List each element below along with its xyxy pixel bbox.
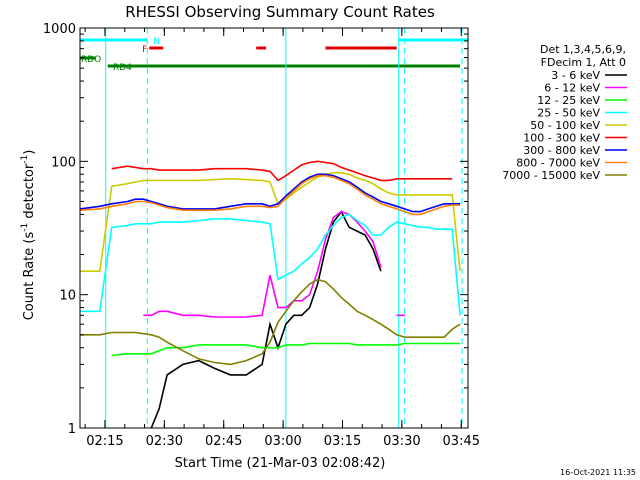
y-tick-label: 100 [51, 155, 76, 170]
legend: Det 1,3,4,5,6,9, FDecim 1, Att 0 3 - 6 k… [502, 43, 627, 182]
y-tick-label: 1 [68, 422, 76, 437]
y-axis-label: Count Rate (s-1 detector-1) [20, 150, 37, 321]
x-tick-label: 03:30 [383, 434, 420, 449]
legend-header-line-2: FDecim 1, Att 0 [541, 56, 626, 69]
series-line-0 [150, 210, 382, 429]
series-line-6 [79, 173, 461, 213]
series-line-8 [80, 278, 461, 366]
legend-entry-label-1: 6 - 12 keV [544, 82, 600, 95]
legend-entry-label-6: 300 - 800 keV [523, 144, 600, 157]
series-line-4 [80, 172, 461, 272]
x-axis-label: Start Time (21-Mar-03 02:08:42) [175, 456, 386, 471]
series-line-7 [79, 174, 461, 216]
data-series [79, 160, 461, 429]
axes: 1 10 100 1000 02:15 02:30 02:45 03:00 03:15 03:30… [43, 22, 480, 449]
status-label-rdo: RDO [81, 55, 101, 65]
status-label-rd4: RD4 [113, 63, 132, 73]
legend-entry-label-3: 25 - 50 keV [537, 107, 600, 120]
status-label-n: N [153, 37, 160, 47]
series-line-1 [143, 210, 405, 318]
legend-entry-label-7: 800 - 7000 keV [516, 157, 600, 170]
y-tick-label: 1000 [43, 22, 76, 37]
x-tick-label: 02:30 [146, 434, 183, 449]
x-tick-label: 03:15 [324, 434, 361, 449]
legend-entry-label-8: 7000 - 15000 keV [502, 169, 600, 182]
vertical-markers [105, 28, 463, 428]
legend-entry-label-0: 3 - 6 keV [551, 69, 600, 82]
legend-entry-label-2: 12 - 25 keV [537, 94, 600, 107]
x-tick-label: 02:45 [205, 434, 242, 449]
y-tick-label: 10 [59, 289, 76, 304]
series-line-2 [111, 342, 461, 357]
x-tick-label: 03:45 [443, 434, 480, 449]
chart-title: RHESSI Observing Summary Count Rates [125, 3, 435, 21]
series-line-5 [111, 160, 453, 182]
series-line-3 [80, 213, 461, 316]
x-tick-label: 02:15 [86, 434, 123, 449]
footer-date: 16-Oct-2021 11:35 [560, 468, 636, 477]
x-tick-label: 03:00 [264, 434, 301, 449]
plot-frame [79, 27, 469, 429]
legend-header-line-1: Det 1,3,4,5,6,9, [540, 43, 626, 56]
status-label-f: F [142, 45, 147, 55]
status-bars: NF RDO RD4 [80, 37, 468, 73]
legend-entry-label-5: 100 - 300 keV [523, 132, 600, 145]
legend-entry-label-4: 50 - 100 keV [530, 119, 600, 132]
